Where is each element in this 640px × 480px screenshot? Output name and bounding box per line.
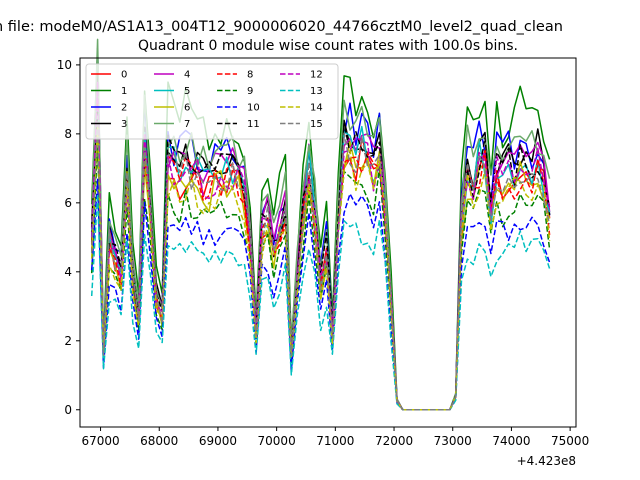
x-tick-label: 68000 [140,434,178,448]
legend-label-10: 10 [247,103,260,114]
y-tick-label: 8 [64,127,72,141]
x-tick-label: 69000 [199,434,237,448]
y-tick-label: 2 [64,334,72,348]
legend-label-15: 15 [310,119,323,130]
legend-label-3: 3 [121,119,127,130]
y-tick-label: 0 [64,403,72,417]
y-axis: 0 2 4 6 8 10 [57,58,80,417]
x-offset-label: +4.423e8 [517,454,576,468]
suptitle: n file: modeM0/AS1A13_004T12_9000006020_… [0,19,563,35]
legend-label-13: 13 [310,86,323,97]
legend-label-6: 6 [184,103,190,114]
x-tick-label: 72000 [375,434,413,448]
x-tick-label: 67000 [81,434,119,448]
legend-label-12: 12 [310,70,323,81]
legend-label-5: 5 [184,86,190,97]
series-line-13 [90,193,551,411]
series-line-10 [90,178,551,411]
axes-frame [79,57,577,428]
x-tick-label: 75000 [551,434,589,448]
y-tick-label: 4 [64,265,72,279]
x-tick-label: 74000 [492,434,530,448]
x-tick-label: 73000 [434,434,472,448]
y-tick-label: 6 [64,196,72,210]
legend-label-8: 8 [247,70,253,81]
legend-label-4: 4 [184,70,190,81]
y-tick-label: 10 [57,58,72,72]
x-tick-label: 70000 [258,434,296,448]
x-axis: 67000 68000 69000 70000 71000 72000 73000 74000… [81,427,589,448]
legend-label-11: 11 [247,119,260,130]
series-line-15 [90,115,551,411]
legend-label-1: 1 [121,86,127,97]
chart-title: Quadrant 0 module wise count rates with … [138,38,518,54]
legend-label-14: 14 [310,103,323,114]
legend-label-0: 0 [121,70,127,81]
series-line-14 [90,124,551,411]
legend-label-9: 9 [247,86,253,97]
legend-label-2: 2 [121,103,127,114]
legend-label-7: 7 [184,119,190,130]
legend-frame [85,63,339,140]
x-tick-label: 71000 [316,434,354,448]
